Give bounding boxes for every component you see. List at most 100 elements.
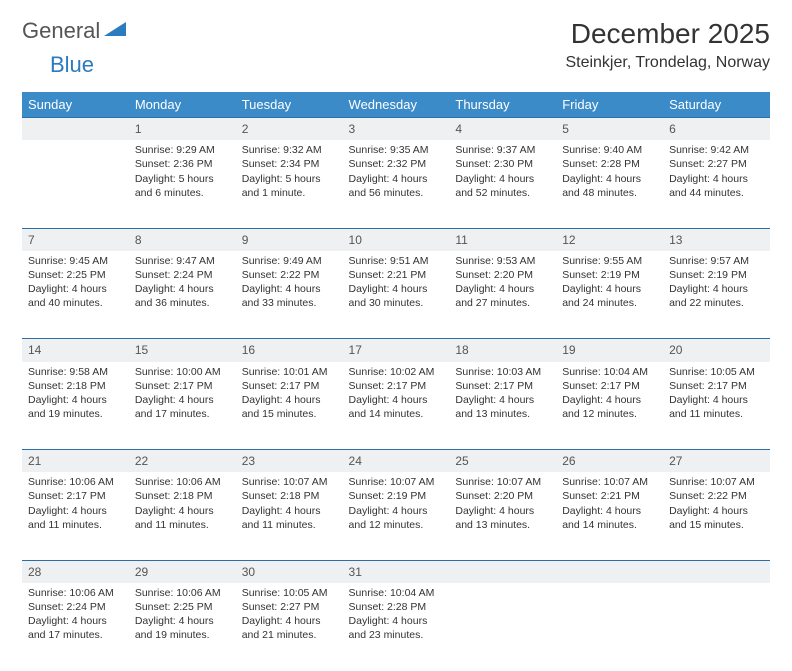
daylight-text: Daylight: 4 hours and 12 minutes. (349, 504, 444, 532)
day-number: 16 (236, 339, 343, 362)
day-number: 27 (663, 450, 770, 473)
sunrise-text: Sunrise: 10:07 AM (242, 475, 337, 489)
day-cell: Sunrise: 9:55 AMSunset: 2:19 PMDaylight:… (556, 251, 663, 339)
daylight-text: Daylight: 4 hours and 12 minutes. (562, 393, 657, 421)
daylight-text: Daylight: 4 hours and 19 minutes. (135, 614, 230, 642)
day-number-row: 21222324252627 (22, 450, 770, 473)
day-number: 1 (129, 118, 236, 141)
day-cell: Sunrise: 9:45 AMSunset: 2:25 PMDaylight:… (22, 251, 129, 339)
day-number: 30 (236, 560, 343, 583)
day-number (556, 560, 663, 583)
daylight-text: Daylight: 4 hours and 14 minutes. (349, 393, 444, 421)
day-number-row: 14151617181920 (22, 339, 770, 362)
day-cell: Sunrise: 9:57 AMSunset: 2:19 PMDaylight:… (663, 251, 770, 339)
sunrise-text: Sunrise: 10:07 AM (455, 475, 550, 489)
day-cell: Sunrise: 10:07 AMSunset: 2:22 PMDaylight… (663, 472, 770, 560)
daylight-text: Daylight: 4 hours and 17 minutes. (28, 614, 123, 642)
daylight-text: Daylight: 4 hours and 11 minutes. (28, 504, 123, 532)
day-number: 7 (22, 228, 129, 251)
sunrise-text: Sunrise: 9:29 AM (135, 143, 230, 157)
sunrise-text: Sunrise: 9:45 AM (28, 254, 123, 268)
daylight-text: Daylight: 4 hours and 22 minutes. (669, 282, 764, 310)
sunrise-text: Sunrise: 9:42 AM (669, 143, 764, 157)
day-cell: Sunrise: 10:00 AMSunset: 2:17 PMDaylight… (129, 362, 236, 450)
sunset-text: Sunset: 2:36 PM (135, 157, 230, 171)
day-cell (556, 583, 663, 671)
day-cell: Sunrise: 9:35 AMSunset: 2:32 PMDaylight:… (343, 140, 450, 228)
day-number: 11 (449, 228, 556, 251)
day-number: 20 (663, 339, 770, 362)
day-number: 9 (236, 228, 343, 251)
sunset-text: Sunset: 2:20 PM (455, 489, 550, 503)
day-cell: Sunrise: 10:06 AMSunset: 2:25 PMDaylight… (129, 583, 236, 671)
sunrise-text: Sunrise: 9:47 AM (135, 254, 230, 268)
day-cell: Sunrise: 9:49 AMSunset: 2:22 PMDaylight:… (236, 251, 343, 339)
sunrise-text: Sunrise: 9:37 AM (455, 143, 550, 157)
sunset-text: Sunset: 2:28 PM (562, 157, 657, 171)
sunset-text: Sunset: 2:17 PM (669, 379, 764, 393)
sunrise-text: Sunrise: 10:03 AM (455, 365, 550, 379)
day-number (449, 560, 556, 583)
day-cell (663, 583, 770, 671)
day-cell (449, 583, 556, 671)
day-number: 4 (449, 118, 556, 141)
sunset-text: Sunset: 2:32 PM (349, 157, 444, 171)
daylight-text: Daylight: 4 hours and 11 minutes. (242, 504, 337, 532)
day-cell: Sunrise: 10:05 AMSunset: 2:27 PMDaylight… (236, 583, 343, 671)
daylight-text: Daylight: 4 hours and 27 minutes. (455, 282, 550, 310)
logo-text-blue: Blue (50, 52, 94, 77)
day-number: 23 (236, 450, 343, 473)
day-number: 6 (663, 118, 770, 141)
day-number: 24 (343, 450, 450, 473)
day-number: 3 (343, 118, 450, 141)
day-number: 10 (343, 228, 450, 251)
sunset-text: Sunset: 2:19 PM (562, 268, 657, 282)
sunset-text: Sunset: 2:24 PM (28, 600, 123, 614)
day-cell: Sunrise: 10:07 AMSunset: 2:21 PMDaylight… (556, 472, 663, 560)
day-number: 18 (449, 339, 556, 362)
day-number: 28 (22, 560, 129, 583)
daylight-text: Daylight: 4 hours and 30 minutes. (349, 282, 444, 310)
sunset-text: Sunset: 2:18 PM (135, 489, 230, 503)
day-number: 13 (663, 228, 770, 251)
daylight-text: Daylight: 4 hours and 36 minutes. (135, 282, 230, 310)
day-number: 25 (449, 450, 556, 473)
sunrise-text: Sunrise: 10:06 AM (28, 586, 123, 600)
month-title: December 2025 (565, 18, 770, 50)
sunset-text: Sunset: 2:17 PM (135, 379, 230, 393)
sunset-text: Sunset: 2:21 PM (562, 489, 657, 503)
day-number: 5 (556, 118, 663, 141)
daylight-text: Daylight: 4 hours and 52 minutes. (455, 172, 550, 200)
daylight-text: Daylight: 4 hours and 24 minutes. (562, 282, 657, 310)
sunset-text: Sunset: 2:22 PM (669, 489, 764, 503)
sunset-text: Sunset: 2:24 PM (135, 268, 230, 282)
sunset-text: Sunset: 2:27 PM (242, 600, 337, 614)
day-number: 12 (556, 228, 663, 251)
sunset-text: Sunset: 2:25 PM (135, 600, 230, 614)
day-content-row: Sunrise: 9:58 AMSunset: 2:18 PMDaylight:… (22, 362, 770, 450)
day-number: 29 (129, 560, 236, 583)
day-cell: Sunrise: 10:06 AMSunset: 2:24 PMDaylight… (22, 583, 129, 671)
day-cell: Sunrise: 10:04 AMSunset: 2:28 PMDaylight… (343, 583, 450, 671)
weekday-header: Wednesday (343, 92, 450, 118)
day-content-row: Sunrise: 9:45 AMSunset: 2:25 PMDaylight:… (22, 251, 770, 339)
logo-text-general: General (22, 18, 100, 44)
sunset-text: Sunset: 2:28 PM (349, 600, 444, 614)
sunrise-text: Sunrise: 9:40 AM (562, 143, 657, 157)
daylight-text: Daylight: 4 hours and 21 minutes. (242, 614, 337, 642)
day-number-row: 123456 (22, 118, 770, 141)
daylight-text: Daylight: 4 hours and 14 minutes. (562, 504, 657, 532)
sunset-text: Sunset: 2:17 PM (242, 379, 337, 393)
day-number-row: 78910111213 (22, 228, 770, 251)
sunset-text: Sunset: 2:17 PM (455, 379, 550, 393)
sunrise-text: Sunrise: 10:07 AM (669, 475, 764, 489)
day-number-row: 28293031 (22, 560, 770, 583)
daylight-text: Daylight: 4 hours and 15 minutes. (669, 504, 764, 532)
daylight-text: Daylight: 4 hours and 11 minutes. (135, 504, 230, 532)
day-number: 17 (343, 339, 450, 362)
sunrise-text: Sunrise: 9:53 AM (455, 254, 550, 268)
day-cell: Sunrise: 9:47 AMSunset: 2:24 PMDaylight:… (129, 251, 236, 339)
title-block: December 2025 Steinkjer, Trondelag, Norw… (565, 18, 770, 72)
day-cell: Sunrise: 9:29 AMSunset: 2:36 PMDaylight:… (129, 140, 236, 228)
sunset-text: Sunset: 2:17 PM (28, 489, 123, 503)
